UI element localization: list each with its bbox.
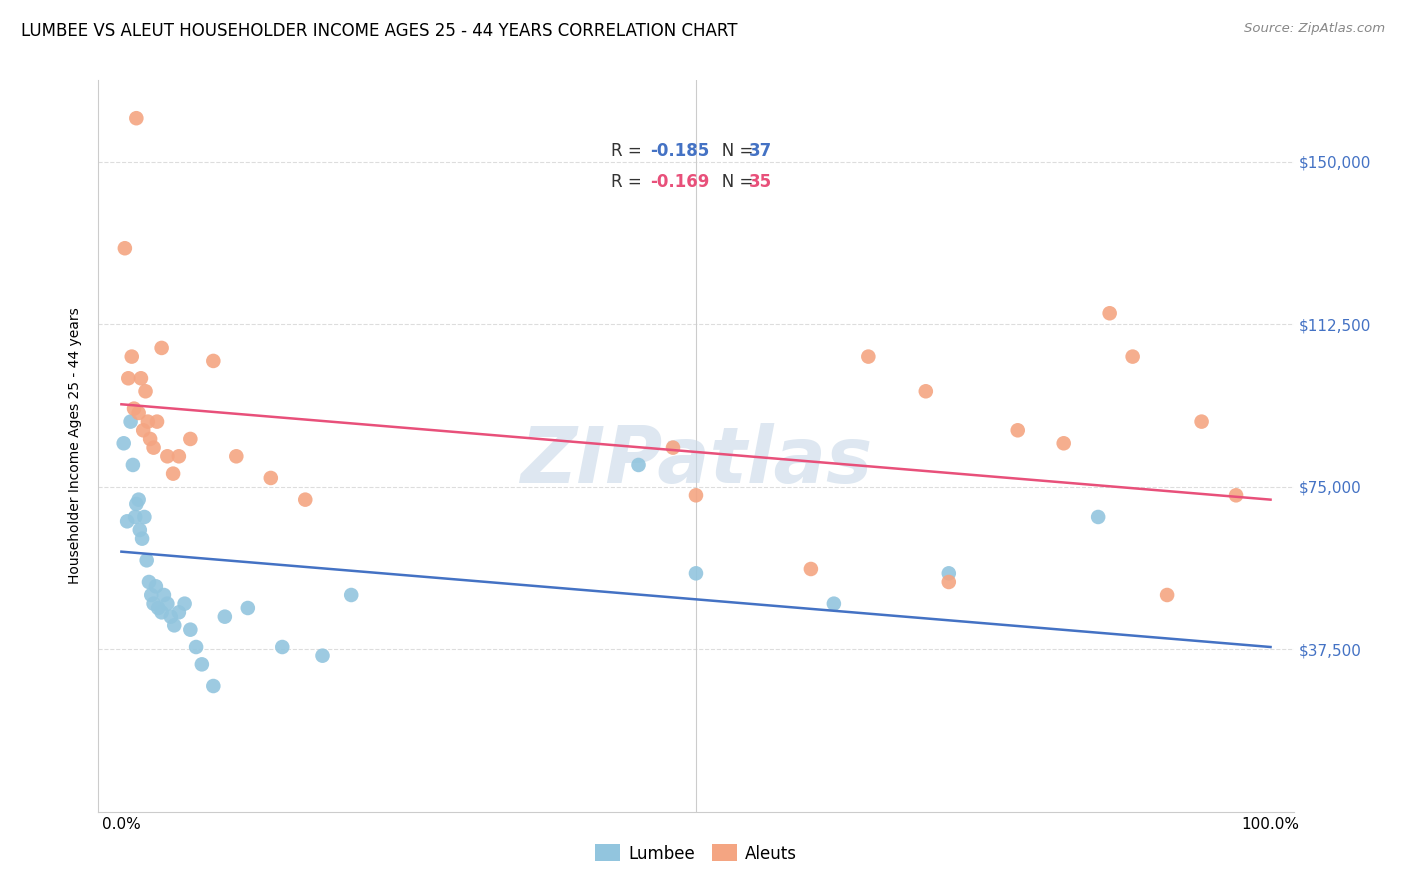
Point: [135, 553, 157, 567]
Point: [121, 350, 143, 364]
Point: [128, 523, 150, 537]
Text: -0.185: -0.185: [650, 142, 709, 160]
Point: [132, 423, 155, 437]
Point: [167, 605, 190, 619]
Point: [260, 471, 283, 485]
Legend: Lumbee, Aleuts: Lumbee, Aleuts: [588, 838, 804, 869]
Point: [122, 401, 145, 416]
Point: [135, 384, 157, 399]
Point: [156, 450, 179, 464]
Point: [1098, 306, 1121, 320]
Point: [167, 450, 190, 464]
Point: [236, 601, 259, 615]
Point: [145, 579, 167, 593]
Point: [1087, 510, 1109, 524]
Point: [662, 441, 685, 455]
Point: [202, 679, 225, 693]
Text: Source: ZipAtlas.com: Source: ZipAtlas.com: [1244, 22, 1385, 36]
Point: [125, 112, 148, 126]
Point: [162, 467, 184, 481]
Point: [271, 640, 294, 654]
Text: R =: R =: [610, 142, 647, 160]
Point: [150, 341, 173, 355]
Point: [294, 492, 316, 507]
Point: [141, 588, 163, 602]
Text: -0.169: -0.169: [650, 173, 710, 191]
Point: [823, 597, 845, 611]
Point: [112, 436, 135, 450]
Point: [142, 441, 165, 455]
Point: [131, 532, 153, 546]
Point: [202, 354, 225, 368]
Point: [173, 597, 195, 611]
Point: [1007, 423, 1029, 437]
Point: [179, 623, 201, 637]
Point: [124, 510, 146, 524]
Text: LUMBEE VS ALEUT HOUSEHOLDER INCOME AGES 25 - 44 YEARS CORRELATION CHART: LUMBEE VS ALEUT HOUSEHOLDER INCOME AGES …: [21, 22, 738, 40]
Text: N =: N =: [706, 142, 759, 160]
Point: [1156, 588, 1178, 602]
Point: [117, 371, 139, 385]
Y-axis label: Householder Income Ages 25 - 44 years: Householder Income Ages 25 - 44 years: [69, 308, 83, 584]
Point: [142, 597, 165, 611]
Point: [1225, 488, 1247, 502]
Point: [139, 432, 162, 446]
Point: [122, 458, 145, 472]
Point: [1122, 350, 1144, 364]
Text: 37: 37: [748, 142, 772, 160]
Point: [627, 458, 650, 472]
Point: [1191, 415, 1213, 429]
Point: [214, 609, 236, 624]
Point: [150, 605, 173, 619]
Point: [125, 497, 148, 511]
Point: [938, 566, 960, 581]
Point: [159, 609, 181, 624]
Point: [114, 241, 136, 255]
Point: [148, 601, 170, 615]
Point: [138, 574, 160, 589]
Point: [129, 371, 152, 385]
Point: [340, 588, 363, 602]
Text: R =: R =: [610, 173, 647, 191]
Point: [685, 488, 707, 502]
Text: ZIPatlas: ZIPatlas: [520, 423, 872, 499]
Point: [179, 432, 201, 446]
Point: [311, 648, 333, 663]
Point: [191, 657, 214, 672]
Point: [156, 597, 179, 611]
Point: [120, 415, 142, 429]
Point: [128, 492, 150, 507]
Point: [115, 514, 138, 528]
Text: 35: 35: [748, 173, 772, 191]
Point: [136, 415, 159, 429]
Point: [1053, 436, 1076, 450]
Point: [134, 510, 156, 524]
Point: [153, 588, 176, 602]
Point: [184, 640, 207, 654]
Point: [858, 350, 880, 364]
Point: [685, 566, 707, 581]
Point: [800, 562, 823, 576]
Point: [938, 574, 960, 589]
Point: [163, 618, 186, 632]
Point: [146, 415, 169, 429]
Point: [225, 450, 247, 464]
Text: N =: N =: [706, 173, 759, 191]
Point: [914, 384, 936, 399]
Point: [128, 406, 150, 420]
